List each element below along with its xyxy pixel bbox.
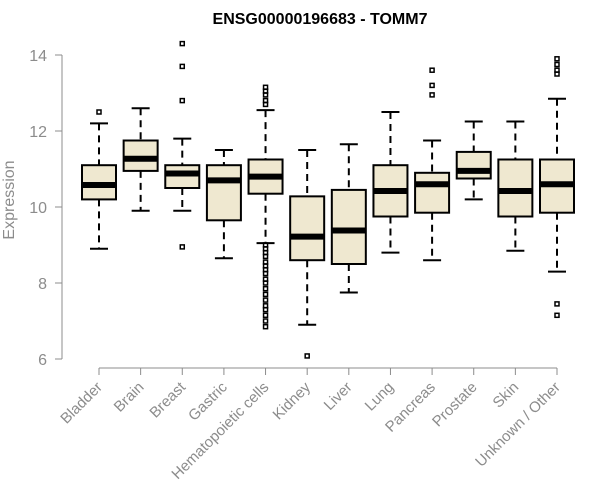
outlier-point [179, 244, 186, 250]
box-kidney [289, 149, 326, 359]
iqr-box [455, 150, 492, 180]
chart-title: ENSG00000196683 - TOMM7 [213, 11, 428, 28]
outlier-point [262, 318, 269, 324]
outlier-point [179, 63, 186, 70]
outlier-point [262, 280, 269, 286]
box-bladder [81, 109, 117, 250]
iqr-box [205, 164, 242, 222]
outlier-point [262, 312, 269, 319]
iqr-box [414, 171, 451, 214]
outlier-point [179, 97, 186, 104]
outlier-point [262, 92, 269, 98]
outlier-point [554, 61, 560, 68]
y-tick-label: 10 [29, 200, 47, 217]
outlier-point [554, 71, 560, 77]
box-brain [122, 107, 159, 212]
y-tick-label: 8 [38, 276, 47, 293]
outlier-point [262, 323, 269, 330]
x-tick-label: Breast [146, 378, 189, 421]
y-tick-label: 6 [38, 352, 47, 369]
x-tick-label: Lung [362, 379, 398, 415]
outlier-point [262, 285, 269, 292]
outlier-point [96, 109, 102, 115]
iqr-box [289, 195, 326, 262]
iqr-box [164, 164, 201, 189]
iqr-box [497, 158, 534, 218]
x-tick-label: Brain [111, 379, 148, 416]
box-liver [330, 143, 367, 294]
outlier-point [179, 40, 186, 47]
outlier-point [262, 101, 269, 108]
y-tick-label: 12 [29, 124, 47, 141]
outlier-point [554, 301, 560, 307]
box-lung [372, 111, 409, 254]
outlier-point [304, 353, 310, 359]
box-group [81, 40, 575, 359]
x-tick-label: Skin [490, 379, 523, 412]
box-hematopoietic-cells [247, 84, 284, 330]
outlier-point [429, 82, 435, 89]
box-prostate [455, 120, 492, 201]
outlier-point [429, 67, 435, 73]
outlier-point [554, 312, 560, 319]
outlier-point [262, 306, 269, 313]
box-gastric [205, 149, 242, 260]
outlier-point [262, 253, 269, 260]
x-tick-label: Bladder [57, 379, 106, 428]
x-tick-label: Prostate [429, 379, 481, 431]
iqr-box [330, 188, 367, 265]
outlier-point [262, 291, 269, 298]
y-axis-label: Expression [1, 160, 18, 239]
x-tick-label: Kidney [270, 378, 315, 423]
outlier-point [262, 270, 269, 277]
outlier-point [262, 297, 269, 303]
box-breast [164, 40, 201, 250]
outlier-point [554, 56, 560, 62]
box-pancreas [414, 67, 451, 262]
x-tick-label: Liver [321, 379, 356, 414]
box-skin [497, 120, 534, 252]
y-tick-label: 14 [29, 48, 47, 65]
outlier-point [429, 92, 435, 98]
iqr-box [122, 139, 159, 172]
y-axis: 6 8 10 12 14 [29, 48, 63, 369]
box-unknown-other [539, 56, 575, 319]
